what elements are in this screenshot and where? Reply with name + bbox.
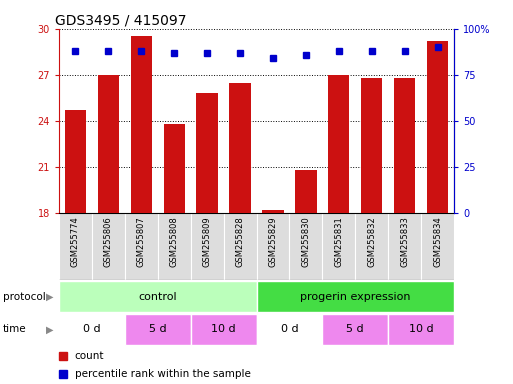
Text: ▶: ▶	[46, 324, 54, 334]
Text: GSM255806: GSM255806	[104, 217, 113, 267]
Text: count: count	[75, 351, 104, 361]
Text: control: control	[139, 291, 177, 302]
Bar	[59, 314, 125, 345]
Text: ▶: ▶	[46, 291, 54, 302]
Text: 0 d: 0 d	[281, 324, 298, 334]
Bar	[361, 78, 382, 213]
Bar	[125, 213, 158, 280]
Text: GDS3495 / 415097: GDS3495 / 415097	[55, 14, 187, 28]
Bar	[191, 314, 256, 345]
Text: GSM255834: GSM255834	[433, 217, 442, 267]
Text: progerin expression: progerin expression	[300, 291, 410, 302]
Bar	[355, 213, 388, 280]
Bar	[131, 36, 152, 213]
Bar	[328, 75, 349, 213]
Bar	[322, 213, 355, 280]
Bar	[256, 213, 289, 280]
Text: GSM255828: GSM255828	[235, 217, 245, 267]
Bar	[388, 314, 454, 345]
Bar	[427, 41, 448, 213]
Bar	[59, 213, 92, 280]
Bar	[256, 281, 454, 312]
Text: GSM255774: GSM255774	[71, 217, 80, 267]
Bar	[158, 213, 191, 280]
Bar	[322, 314, 388, 345]
Bar	[421, 213, 454, 280]
Bar	[191, 213, 224, 280]
Bar	[394, 78, 416, 213]
Bar	[164, 124, 185, 213]
Bar	[65, 110, 86, 213]
Text: percentile rank within the sample: percentile rank within the sample	[75, 369, 251, 379]
Text: 10 d: 10 d	[409, 324, 433, 334]
Bar	[125, 314, 191, 345]
Bar	[97, 75, 119, 213]
Text: protocol: protocol	[3, 291, 45, 302]
Bar	[224, 213, 256, 280]
Bar	[196, 93, 218, 213]
Text: GSM255829: GSM255829	[268, 217, 278, 267]
Text: GSM255833: GSM255833	[400, 217, 409, 267]
Bar	[388, 213, 421, 280]
Text: GSM255809: GSM255809	[203, 217, 212, 267]
Bar	[295, 170, 317, 213]
Bar	[92, 213, 125, 280]
Text: GSM255830: GSM255830	[301, 217, 310, 267]
Bar	[256, 314, 322, 345]
Text: GSM255832: GSM255832	[367, 217, 376, 267]
Bar	[59, 281, 256, 312]
Text: time: time	[3, 324, 26, 334]
Text: GSM255807: GSM255807	[137, 217, 146, 267]
Text: 5 d: 5 d	[149, 324, 167, 334]
Text: 5 d: 5 d	[346, 324, 364, 334]
Bar	[262, 210, 284, 213]
Text: 0 d: 0 d	[83, 324, 101, 334]
Text: GSM255831: GSM255831	[334, 217, 343, 267]
Text: GSM255808: GSM255808	[170, 217, 179, 267]
Bar	[229, 83, 251, 213]
Text: 10 d: 10 d	[211, 324, 236, 334]
Bar	[289, 213, 322, 280]
